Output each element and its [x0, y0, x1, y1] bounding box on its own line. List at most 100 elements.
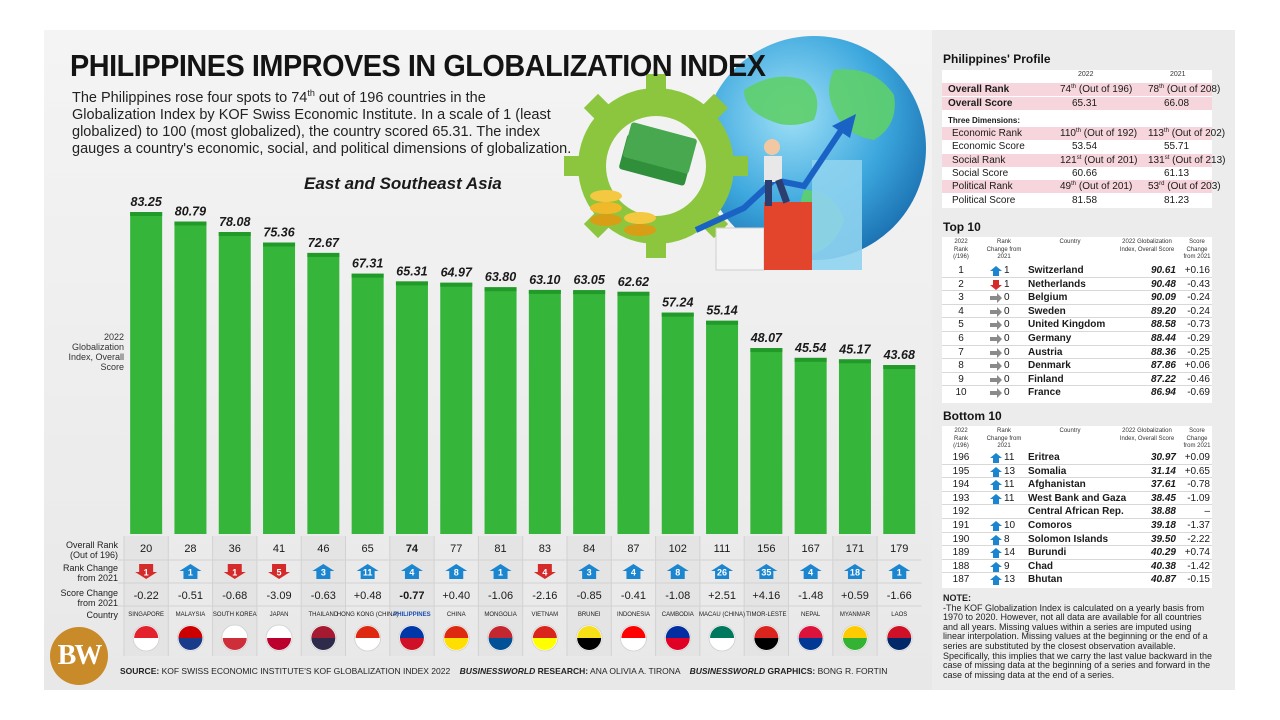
rank-change-row-label: Rank Change from 2021 [62, 563, 118, 583]
rank-change-value: 18 [850, 568, 860, 578]
rank-cell: 3 [958, 292, 964, 304]
country-cell: West Bank and Gaza [1028, 492, 1127, 504]
rank-change-cell: 14 [1004, 547, 1016, 559]
score-cell: 87.22 [1150, 373, 1176, 385]
score-change-cell: -0.24 [1187, 292, 1210, 304]
rank-cell: 192 [952, 506, 970, 518]
rank-down-icon: 1 [135, 564, 158, 579]
country-cell: Netherlands [1028, 278, 1086, 290]
score-cell: 87.86 [1150, 360, 1176, 372]
table-row: 189 14 Burundi 40.29 +0.74 [942, 546, 1212, 560]
chart-subtitle: East and Southeast Asia [304, 174, 502, 193]
score-change-cell: -1.37 [1187, 520, 1210, 531]
score-change-value: +0.40 [442, 590, 470, 602]
note-title: NOTE: [943, 593, 971, 603]
bar-value-label: 57.24 [662, 296, 693, 310]
bar-macau-china- [706, 320, 739, 534]
profile-overall-score-row: Overall Score 65.31 66.08 [942, 97, 1212, 110]
flag-icon [487, 624, 514, 652]
bar-top-edge [617, 291, 650, 296]
profile-dimension-row: Social Rank 121st (Out of 201) 131st (Out … [942, 153, 1226, 167]
rank-up-icon: 1 [888, 564, 911, 579]
rank-cell: 1 [958, 265, 964, 276]
bar-indonesia [617, 291, 650, 534]
table-row: 190 8 Solomon Islands 39.50 -2.22 [942, 533, 1212, 547]
rank-change-value: 4 [542, 568, 547, 578]
rank-change-cell: 11 [1004, 479, 1015, 491]
country-label: PHILIPPINES [393, 612, 430, 618]
rank-cell: 9 [958, 373, 964, 385]
bar-myanmar [838, 359, 871, 534]
bottom10-header-rank: 2022 Rank (/196) [953, 428, 969, 449]
top10-header-score: 2022 Globalization Index, Overall Score [1119, 239, 1175, 253]
bar-value-label: 65.31 [396, 264, 427, 278]
rank-change-value: 8 [454, 568, 459, 578]
flag-icon [752, 624, 780, 652]
rank-cell: 190 [952, 533, 970, 545]
bar-value-label: 64.97 [441, 266, 473, 280]
bottom10-header-score: 2022 Globalization Index, Overall Score [1119, 428, 1175, 442]
rank-change-value: 35 [761, 568, 771, 578]
flag-icon [177, 624, 204, 652]
bar-timor-leste [750, 348, 783, 534]
overall-rank-value: 102 [669, 543, 687, 555]
bar-top-edge [750, 348, 783, 353]
bar-value-label: 45.17 [838, 342, 871, 356]
flag-icon [221, 624, 249, 652]
score-change-cell: -1.42 [1187, 560, 1210, 572]
flag-icon [398, 624, 426, 652]
rank-change-value: 8 [675, 568, 680, 578]
bar-value-label: 45.54 [794, 341, 826, 355]
score-change-cell: -0.43 [1187, 278, 1210, 290]
rank-down-icon: 5 [268, 564, 291, 579]
rank-change-value: 1 [188, 568, 193, 578]
table-row: 4 0 Sweden 89.20 -0.24 [942, 305, 1212, 319]
score-change-cell: -0.24 [1187, 305, 1210, 317]
rank-cell: 10 [955, 387, 967, 399]
top10-title: Top 10 [943, 220, 981, 234]
note-text: -The KOF Globalization Index is calculat… [943, 602, 1212, 680]
bar-value-label: 72.67 [308, 236, 340, 250]
bar-top-edge [661, 312, 694, 317]
score-change-cell: -0.73 [1187, 319, 1210, 331]
table-row: 2 1 Netherlands 90.48 -0.43 [942, 278, 1212, 292]
flag-icon [442, 624, 470, 652]
country-label: INDONESIA [617, 612, 650, 618]
top10-header-change: Rank Change from 2021 [986, 239, 1022, 260]
rank-change-cell: 9 [1004, 560, 1010, 572]
overall-rank-value: 36 [229, 543, 241, 555]
rank-change-cell: 1 [1004, 278, 1010, 290]
table-row: 3 0 Belgium 90.09 -0.24 [942, 291, 1212, 305]
score-change-value: -2.16 [532, 590, 557, 602]
bar-value-label: 67.31 [352, 257, 383, 271]
rank-change-cell: 0 [1004, 373, 1010, 385]
bar-laos [883, 365, 916, 534]
score-change-cell: -0.25 [1187, 346, 1210, 358]
country-cell: France [1028, 387, 1061, 399]
overall-rank-row-label: Overall Rank (Out of 196) [65, 540, 118, 560]
bar-top-edge [440, 282, 473, 287]
rank-down-icon: 1 [223, 564, 246, 579]
score-change-value: -0.85 [577, 590, 602, 602]
score-cell: 88.58 [1150, 319, 1176, 331]
profile-overall-rank-row: Overall Rank 74th (Out of 196) 78th (Out… [942, 83, 1220, 96]
flag-icon [841, 624, 869, 652]
table-row: 194 11 Afghanistan 37.61 -0.78 [942, 478, 1212, 492]
country-cell: Chad [1028, 560, 1053, 572]
country-label: MALAYSIA [176, 612, 206, 618]
bar-value-label: 48.07 [750, 331, 783, 345]
country-cell: Afghanistan [1028, 479, 1086, 491]
profile-dimension-row: Political Rank 49th (Out of 201) 53rd (Out… [942, 180, 1221, 194]
bottom10-header-score-change: Score Change from 2021 [1183, 428, 1211, 449]
country-cell: Burundi [1028, 547, 1067, 559]
score-change-value: +0.48 [354, 590, 382, 602]
overall-rank-value: 83 [539, 543, 551, 555]
bottom10-header-country: Country [1059, 428, 1081, 434]
score-change-value: -1.08 [665, 590, 690, 602]
profile-year-2022: 2022 [1078, 71, 1094, 78]
bar-value-label: 78.08 [219, 215, 250, 229]
score-change-value: -0.41 [621, 590, 646, 602]
rank-change-value: 3 [587, 568, 592, 578]
table-row: 191 10 Comoros 39.18 -1.37 [942, 519, 1212, 533]
bar-value-label: 80.79 [175, 205, 206, 219]
